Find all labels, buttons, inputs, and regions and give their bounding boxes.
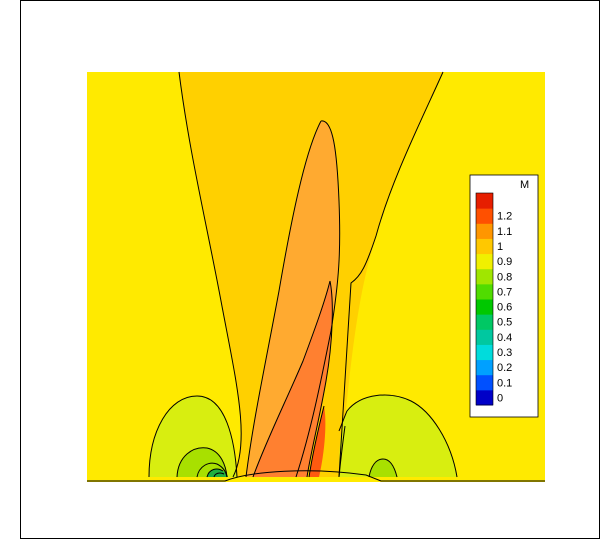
legend-tick-label: 0.3 — [497, 347, 512, 359]
legend-tick-label: 0.1 — [497, 377, 512, 389]
legend-labels: 0 0.1 0.2 0.3 0.4 0.5 0.6 0.7 0.8 0.9 1 1.1 1.2 — [497, 211, 512, 405]
legend-tick-label: 1.1 — [497, 226, 512, 238]
contour-band-mach-1-1 — [253, 281, 333, 477]
legend-swatch — [476, 314, 493, 330]
legend-tick-label: 0 — [497, 392, 503, 404]
legend-swatch — [476, 193, 493, 209]
legend-bar-border — [475, 192, 494, 406]
contour-lines — [148, 71, 458, 478]
legend-tick-label: 0.2 — [497, 362, 512, 374]
airfoil-surface — [87, 470, 545, 482]
legend-swatch — [476, 359, 493, 376]
legend-tick-label: 0.6 — [497, 302, 512, 314]
legend-swatch — [476, 283, 493, 300]
legend-tick-label: 0.9 — [497, 256, 512, 268]
legend-tick-label: 0.7 — [497, 286, 512, 298]
legend-tick-label: 1 — [497, 241, 503, 253]
legend-tick-label: 1.2 — [497, 211, 512, 223]
legend-tick-label: 0.8 — [497, 271, 512, 283]
contour-band-mach-1-2 — [309, 406, 326, 477]
legend-swatch — [476, 344, 493, 361]
legend-swatch — [476, 253, 493, 270]
figure-frame: M 0 0.1 0.2 0.3 0.4 0.5 0.6 0.7 0.8 0.9 1 1.1 1.2 — [20, 0, 600, 539]
legend-tick-label: 0.5 — [497, 317, 512, 329]
legend-swatch — [476, 299, 493, 315]
legend-tick-label: 0.4 — [497, 332, 512, 344]
legend-swatch — [476, 223, 493, 239]
legend-swatch — [476, 208, 493, 224]
contour-band-trailing-edge — [339, 395, 457, 477]
legend-swatches — [475, 192, 494, 406]
contour-band-trailing-edge-inner — [369, 459, 397, 477]
legend-swatch — [476, 374, 493, 391]
legend-title: M — [520, 179, 529, 191]
legend-swatch — [476, 389, 493, 406]
legend-swatch — [476, 268, 493, 285]
wall-region — [87, 482, 545, 484]
color-legend: M 0 0.1 0.2 0.3 0.4 0.5 0.6 0.7 0.8 0.9 1 1.1 1.2 — [469, 174, 539, 418]
contour-plot: M 0 0.1 0.2 0.3 0.4 0.5 0.6 0.7 0.8 0.9 1 1.1 1.2 — [87, 71, 545, 484]
legend-swatch — [476, 238, 493, 255]
legend-swatch — [476, 329, 493, 345]
